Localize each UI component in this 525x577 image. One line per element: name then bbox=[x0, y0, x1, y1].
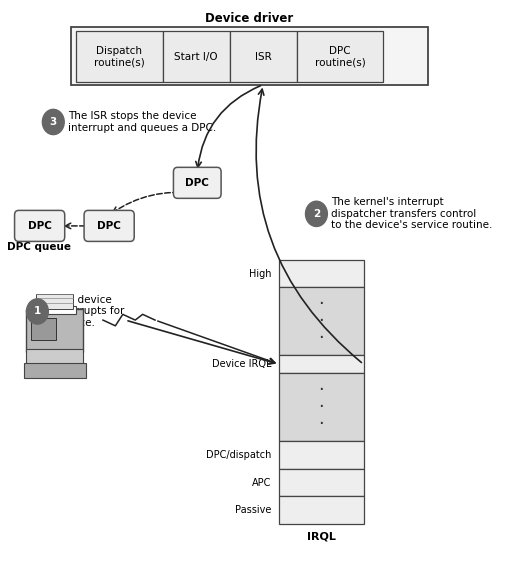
Text: 2: 2 bbox=[313, 209, 320, 219]
FancyBboxPatch shape bbox=[15, 211, 65, 241]
Text: Start I/O: Start I/O bbox=[174, 51, 218, 62]
Text: Passive: Passive bbox=[235, 505, 272, 515]
Circle shape bbox=[43, 110, 64, 134]
FancyBboxPatch shape bbox=[34, 306, 76, 314]
Circle shape bbox=[26, 299, 48, 324]
FancyBboxPatch shape bbox=[26, 349, 83, 366]
Text: ·: · bbox=[319, 329, 324, 347]
Text: Device driver: Device driver bbox=[205, 12, 293, 25]
FancyBboxPatch shape bbox=[279, 469, 364, 496]
FancyBboxPatch shape bbox=[26, 309, 83, 351]
Text: ·: · bbox=[319, 415, 324, 433]
Text: DPC queue: DPC queue bbox=[7, 242, 71, 252]
FancyBboxPatch shape bbox=[279, 373, 364, 441]
Text: ISR: ISR bbox=[255, 51, 271, 62]
Circle shape bbox=[306, 201, 328, 227]
Text: The device
interrupts for
service.: The device interrupts for service. bbox=[55, 295, 124, 328]
FancyBboxPatch shape bbox=[31, 319, 56, 340]
Text: Device IRQL: Device IRQL bbox=[212, 359, 272, 369]
Text: The ISR stops the device
interrupt and queues a DPC.: The ISR stops the device interrupt and q… bbox=[68, 111, 216, 133]
Text: DPC
routine(s): DPC routine(s) bbox=[314, 46, 365, 68]
Text: IRQL: IRQL bbox=[307, 531, 336, 542]
FancyBboxPatch shape bbox=[24, 363, 86, 377]
Text: Dispatch
routine(s): Dispatch routine(s) bbox=[93, 46, 144, 68]
FancyBboxPatch shape bbox=[279, 355, 364, 373]
Text: ·: · bbox=[319, 398, 324, 417]
Text: 1: 1 bbox=[34, 306, 41, 316]
FancyBboxPatch shape bbox=[279, 287, 364, 355]
FancyBboxPatch shape bbox=[76, 31, 163, 82]
FancyBboxPatch shape bbox=[229, 31, 297, 82]
Text: High: High bbox=[249, 268, 272, 279]
Text: DPC: DPC bbox=[97, 221, 121, 231]
FancyBboxPatch shape bbox=[84, 211, 134, 241]
FancyBboxPatch shape bbox=[36, 294, 73, 309]
Text: ·: · bbox=[319, 295, 324, 313]
FancyBboxPatch shape bbox=[279, 441, 364, 469]
Text: DPC/dispatch: DPC/dispatch bbox=[206, 450, 272, 460]
Text: 3: 3 bbox=[50, 117, 57, 127]
Text: APC: APC bbox=[253, 478, 272, 488]
Text: DPC: DPC bbox=[28, 221, 51, 231]
Text: ·: · bbox=[319, 381, 324, 399]
FancyBboxPatch shape bbox=[71, 27, 428, 85]
FancyBboxPatch shape bbox=[297, 31, 383, 82]
FancyBboxPatch shape bbox=[163, 31, 229, 82]
FancyBboxPatch shape bbox=[173, 167, 221, 198]
FancyBboxPatch shape bbox=[279, 496, 364, 524]
FancyBboxPatch shape bbox=[279, 260, 364, 287]
Text: The kernel's interrupt
dispatcher transfers control
to the device's service rout: The kernel's interrupt dispatcher transf… bbox=[331, 197, 492, 230]
Text: ·: · bbox=[319, 312, 324, 330]
Text: DPC: DPC bbox=[185, 178, 209, 188]
